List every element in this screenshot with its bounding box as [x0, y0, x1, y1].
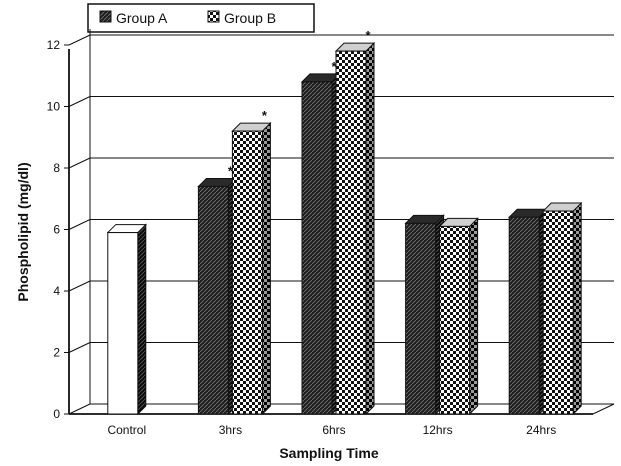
- legend-label-group-b: Group B: [224, 10, 276, 26]
- x-tick-label-3hrs: 3hrs: [219, 423, 242, 437]
- y-tick-label-4: 4: [53, 284, 60, 298]
- x-tick-label-control: Control: [107, 423, 146, 437]
- y-tick-label-0: 0: [53, 407, 60, 421]
- gridline-side-0: [68, 403, 91, 415]
- gridline-side-4: [68, 280, 91, 292]
- y-tick-label-6: 6: [53, 223, 60, 237]
- bar-group-a-6hrs-front: [301, 81, 333, 415]
- x-tick-label-24hrs: 24hrs: [526, 423, 556, 437]
- bar-group-a-6hrs: [300, 72, 342, 416]
- labels: 0 2 4 6 8 10 12 Control 3hrs 6hrs 12hrs 24hrs * * * *: [47, 28, 557, 437]
- bar-control: [106, 223, 148, 416]
- bar-group-b-3hrs-side: [261, 121, 271, 416]
- x-tick-label-6hrs: 6hrs: [322, 423, 345, 437]
- gridline-side-6: [68, 219, 91, 230]
- bar-group-b-24hrs-side: [572, 201, 582, 416]
- bar-group-a-12hrs-front: [405, 222, 437, 415]
- significance-marker-6hrs-group-a: *: [331, 59, 337, 74]
- gridline-side-2: [68, 342, 91, 353]
- x-axis-title: Sampling Time: [279, 445, 379, 461]
- legend-label-group-a: Group A: [116, 10, 168, 26]
- bar-group-b-12hrs: [438, 217, 479, 416]
- bar-group-a-12hrs: [404, 214, 445, 416]
- y-axis-title: Phospholipid (mg/dl): [15, 162, 31, 301]
- bar-group-b-6hrs: [334, 41, 376, 416]
- y-tick-label-8: 8: [53, 161, 60, 175]
- legend-swatch-group-b: [207, 10, 220, 23]
- bar-group-b-12hrs-side: [469, 217, 479, 416]
- y-tick-label-10: 10: [47, 100, 61, 114]
- bar-group-b-3hrs-front: [231, 130, 263, 415]
- bar-control-side: [137, 223, 147, 416]
- bar-group-b-24hrs: [541, 201, 583, 416]
- legend: Group A Group B: [87, 3, 315, 33]
- bar-group-a-3hrs: [197, 177, 238, 416]
- bar-group-a-3hrs-front: [197, 185, 229, 415]
- bar-group-b-3hrs: [231, 121, 272, 416]
- bar-group-a-24hrs: [507, 207, 549, 416]
- bar-group-b-6hrs-front: [335, 50, 367, 415]
- bar-group-b-6hrs-side: [365, 41, 375, 416]
- legend-box: [87, 3, 315, 33]
- gridline-side-12: [68, 34, 91, 46]
- gridline-side-8: [68, 157, 91, 169]
- significance-marker-3hrs-group-b: *: [262, 108, 268, 123]
- significance-marker-3hrs-group-a: *: [228, 163, 234, 178]
- x-tick-label-12hrs: 12hrs: [423, 423, 453, 437]
- bar-group-a-24hrs-front: [508, 216, 540, 415]
- bars: [106, 41, 583, 416]
- bar-group-b-24hrs-front: [542, 210, 574, 415]
- significance-marker-6hrs-group-b: *: [365, 28, 371, 43]
- gridline-side-10: [68, 96, 91, 107]
- y-tick-label-12: 12: [47, 38, 61, 52]
- bar-group-b-12hrs-front: [439, 225, 471, 415]
- legend-swatch-group-a: [99, 10, 112, 23]
- floor-right-edge: [592, 403, 615, 415]
- bar-control-front: [107, 232, 139, 415]
- y-tick-label-2: 2: [53, 346, 60, 360]
